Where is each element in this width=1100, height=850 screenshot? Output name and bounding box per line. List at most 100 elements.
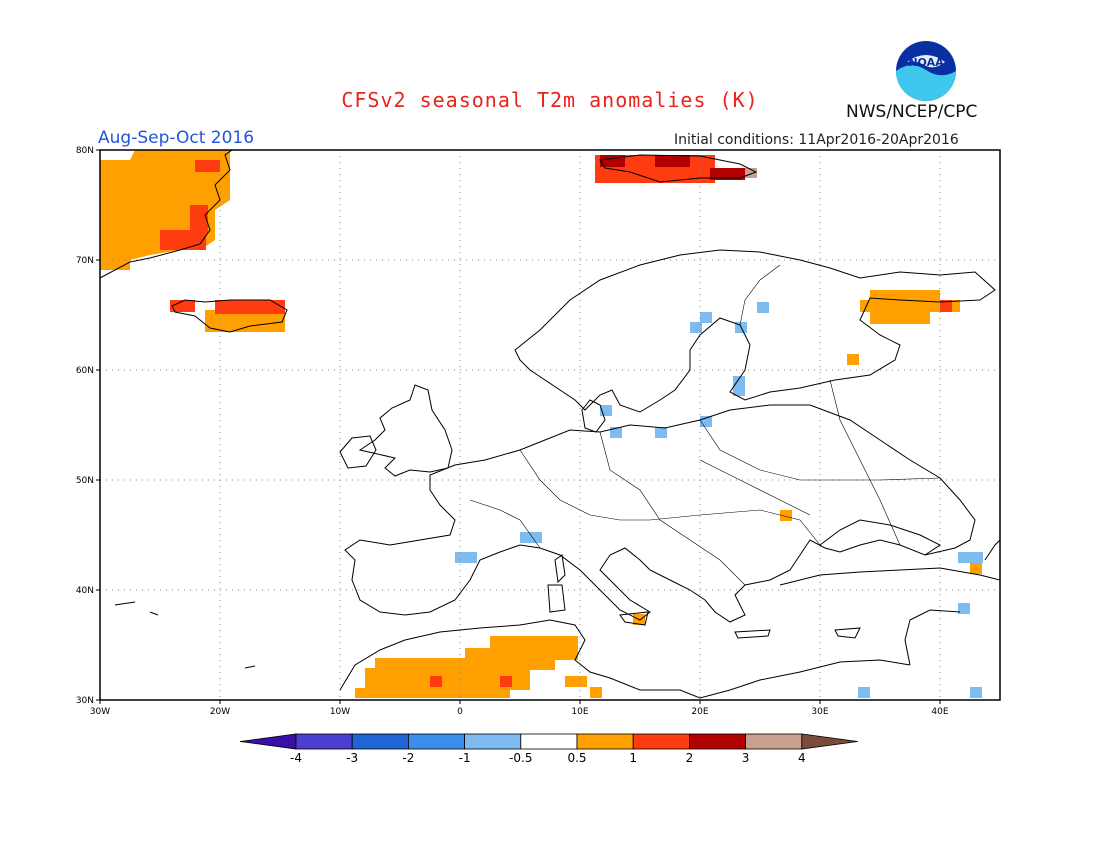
svalbard-coast xyxy=(599,154,758,183)
greenland-hot-cell xyxy=(195,160,220,172)
iceland-hot-cell xyxy=(170,300,195,312)
colorbar-label: -3 xyxy=(346,751,358,765)
colorbar-label: 3 xyxy=(742,751,750,765)
colorbar-boxes xyxy=(239,733,858,750)
lat-label: 30N xyxy=(76,696,94,706)
colorbar-box xyxy=(745,733,803,750)
colorbar-right-arrow xyxy=(801,733,858,750)
colorbar-box xyxy=(295,733,353,750)
anomaly-cells xyxy=(100,150,983,698)
azores-coast xyxy=(114,601,159,616)
colorbar-label: 2 xyxy=(686,751,694,765)
colorbar-box xyxy=(632,733,690,750)
middle-east-cool-cell xyxy=(970,687,982,698)
kola-warm-cell xyxy=(870,310,930,324)
cyprus-coast xyxy=(834,627,861,639)
lon-label: 0 xyxy=(457,707,463,717)
caucasus-cool-cell xyxy=(958,552,983,563)
kola-hot-cell xyxy=(940,300,952,312)
colorbar-label: 4 xyxy=(798,751,806,765)
lat-label: 40N xyxy=(76,586,94,596)
cool-cell xyxy=(733,376,745,396)
turkey-cool-cell xyxy=(958,603,970,614)
greenland-hot-cell xyxy=(160,230,206,250)
svalbard-very-hot-cell xyxy=(710,168,745,180)
colorbar-label: -4 xyxy=(290,751,302,765)
sardinia-coast xyxy=(547,584,566,613)
agency-label: NWS/NCEP/CPC xyxy=(846,102,978,122)
lon-label: 30E xyxy=(811,707,828,717)
lon-label: 30W xyxy=(90,707,110,717)
country-borders xyxy=(469,264,941,586)
russia-warm-cell xyxy=(847,354,859,365)
continental-coast xyxy=(344,404,976,623)
cool-cell xyxy=(455,552,477,563)
ticks xyxy=(96,149,941,704)
coastlines xyxy=(100,150,1000,699)
colorbar-label: 1 xyxy=(629,751,637,765)
cool-cell xyxy=(690,322,702,333)
colorbar-label: -2 xyxy=(402,751,414,765)
north-africa-coast xyxy=(339,619,911,699)
iceland-warm-cell xyxy=(205,310,285,332)
lon-label: 20E xyxy=(691,707,708,717)
noaa-logo: NOAA xyxy=(896,41,956,101)
ireland-coast xyxy=(339,435,377,469)
iceland-hot-cell xyxy=(215,300,285,314)
black-sea-coast xyxy=(819,519,941,556)
noaa-logo-text: NOAA xyxy=(908,56,944,69)
caspian-coast xyxy=(984,539,1000,561)
iceland-coast xyxy=(171,299,288,333)
cool-cell xyxy=(610,427,622,438)
lat-label: 50N xyxy=(76,476,94,486)
lat-label: 60N xyxy=(76,366,94,376)
initial-conditions-label: Initial conditions: 11Apr2016-20Apr2016 xyxy=(674,132,959,148)
cool-cell xyxy=(757,302,769,313)
lon-label: 20W xyxy=(210,707,230,717)
colorbar-box xyxy=(520,733,578,750)
north-africa-warm-cell xyxy=(590,687,602,698)
colorbar-labels: -4 -3 -2 -1 -0.5 0.5 1 2 3 4 xyxy=(290,751,806,765)
kola-warm-cell xyxy=(860,300,960,312)
lat-label: 70N xyxy=(76,256,94,266)
north-africa-warm-cell xyxy=(565,676,587,687)
british-isles-coast xyxy=(358,384,453,477)
cool-cell xyxy=(700,416,712,427)
svalbard-very-hot-cell xyxy=(655,155,690,167)
colorbar-label: -0.5 xyxy=(509,751,532,765)
map-title: CFSv2 seasonal T2m anomalies (K) xyxy=(341,88,759,112)
sicily-coast xyxy=(619,611,649,626)
colorbar-label: -1 xyxy=(459,751,471,765)
colorbar-label: 0.5 xyxy=(567,751,586,765)
lon-label: 10W xyxy=(330,707,350,717)
season-label: Aug-Sep-Oct 2016 xyxy=(98,128,255,148)
colorbar-box xyxy=(351,733,409,750)
lon-labels: 30W 20W 10W 0 10E 20E 30E 40E xyxy=(90,707,949,717)
north-africa-hot-cell xyxy=(500,676,512,687)
colorbar-box xyxy=(689,733,747,750)
romania-warm-cell xyxy=(780,510,792,521)
north-africa-hot-cell xyxy=(430,676,442,687)
caucasus-warm-cell xyxy=(970,563,982,574)
greenland-hot-cell xyxy=(190,205,208,233)
lon-label: 10E xyxy=(571,707,588,717)
north-africa-warm-region xyxy=(355,636,578,698)
corsica-coast xyxy=(554,554,566,584)
scandinavia-coast xyxy=(514,249,996,413)
cool-cell xyxy=(700,312,712,323)
crete-coast xyxy=(734,629,771,639)
colorbar-box xyxy=(464,733,522,750)
lon-label: 40E xyxy=(931,707,948,717)
colorbar-box xyxy=(407,733,465,750)
cool-cell xyxy=(655,427,667,438)
colorbar-left-arrow xyxy=(239,733,297,750)
turkey-coast xyxy=(779,567,1000,586)
map-frame xyxy=(99,149,1001,701)
middle-east-cool-cell xyxy=(858,687,870,698)
madeira-coast xyxy=(244,665,256,669)
levant-coast xyxy=(904,609,961,666)
colorbar-box xyxy=(576,733,634,750)
svalbard-extreme-cell xyxy=(745,168,757,178)
